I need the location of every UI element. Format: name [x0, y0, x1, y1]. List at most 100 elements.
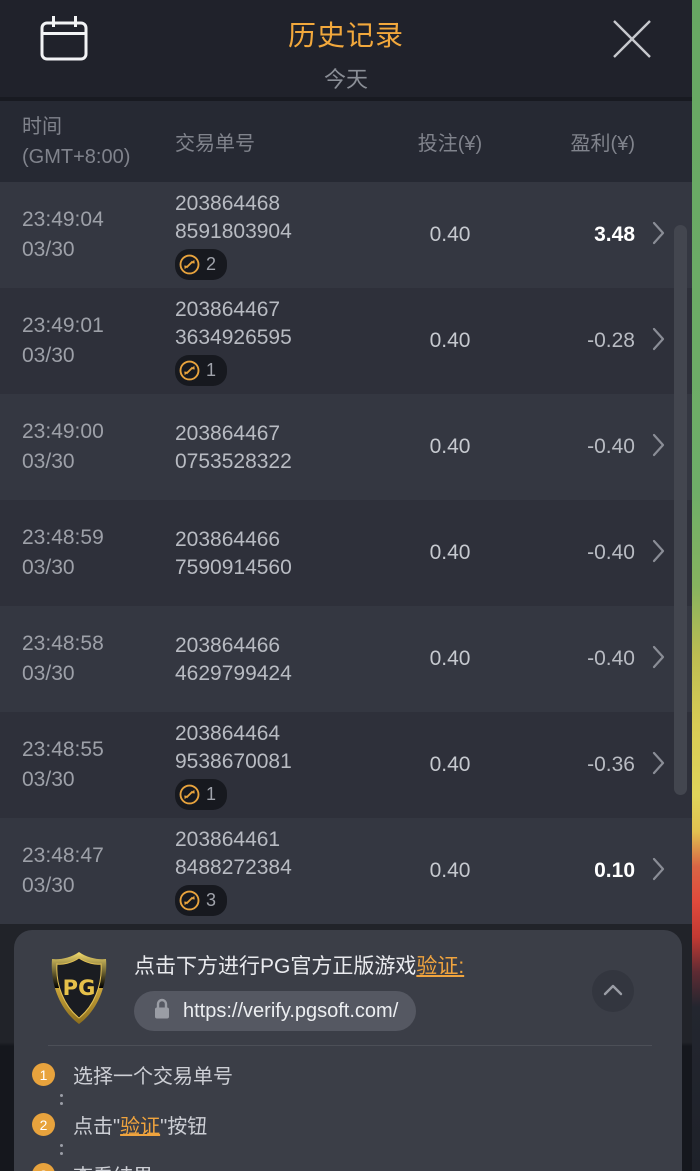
- table-header: 时间 (GMT+8:00) 交易单号 投注(¥) 盈利(¥): [0, 101, 692, 182]
- row-detail-chevron[interactable]: [635, 220, 683, 251]
- row-profit: -0.40: [587, 541, 635, 564]
- row-transaction: 203864466 7590914560: [175, 527, 292, 579]
- table-row[interactable]: 23:48:58 03/30 203864466 4629799424 0.40…: [0, 606, 692, 712]
- row-detail-chevron[interactable]: [635, 750, 683, 781]
- row-bet: 0.40: [429, 859, 471, 882]
- row-time: 23:48:55 03/30: [22, 738, 104, 791]
- free-spins-icon: [178, 253, 201, 276]
- row-bet: 0.40: [429, 223, 471, 246]
- row-profit: -0.40: [587, 647, 635, 670]
- scrollbar-thumb[interactable]: [674, 225, 687, 795]
- chevron-right-icon: [652, 856, 666, 887]
- verify-url-pill[interactable]: https://verify.pgsoft.com/: [134, 991, 417, 1031]
- header-divider: [0, 97, 692, 101]
- column-header-bet: 投注(¥): [417, 133, 483, 155]
- verify-panel: PG 点击下方进行PG官方正版游戏验证: https://verify.pgso…: [14, 930, 682, 1171]
- row-transaction: 203864467 0753528322: [175, 421, 292, 473]
- row-detail-chevron[interactable]: [635, 644, 683, 675]
- chevron-right-icon: [652, 644, 666, 675]
- date-filter-label: 今天: [323, 67, 368, 92]
- verify-panel-top: PG 点击下方进行PG官方正版游戏验证: https://verify.pgso…: [14, 930, 682, 1045]
- step-text: 点击"验证"按钮: [73, 1116, 208, 1138]
- free-spins-count: 2: [206, 254, 217, 274]
- chevron-up-icon: [603, 983, 623, 999]
- table-row[interactable]: 23:48:59 03/30 203864466 7590914560 0.40…: [0, 500, 692, 606]
- free-spins-count: 1: [206, 784, 217, 804]
- close-icon: [608, 15, 656, 66]
- row-detail-chevron[interactable]: [635, 432, 683, 463]
- pg-shield-logo: PG: [46, 950, 112, 1031]
- chevron-right-icon: [652, 220, 666, 251]
- row-profit: 3.48: [594, 223, 635, 246]
- step-number-badge: 3: [32, 1163, 55, 1171]
- panel-divider: [48, 1045, 652, 1046]
- free-spins-badge: 1: [175, 355, 228, 386]
- free-spins-badge: 1: [175, 779, 228, 810]
- row-bet: 0.40: [429, 647, 471, 670]
- row-bet: 0.40: [429, 435, 471, 458]
- calendar-icon: [37, 12, 91, 69]
- free-spins-badge: 2: [175, 249, 228, 280]
- row-detail-chevron[interactable]: [635, 326, 683, 357]
- column-header-time: 时间 (GMT+8:00): [22, 115, 131, 168]
- history-rows: 23:49:04 03/30 203864468 8591803904 2 0.…: [0, 182, 692, 924]
- verify-instruction-block: 点击下方进行PG官方正版游戏验证: https://verify.pgsoft.…: [134, 950, 464, 1031]
- row-bet: 0.40: [429, 753, 471, 776]
- title-stack: 历史记录 今天: [0, 14, 692, 94]
- row-profit: -0.36: [587, 753, 635, 776]
- chevron-right-icon: [652, 432, 666, 463]
- row-transaction: 203864466 4629799424: [175, 633, 292, 685]
- verify-step: 3 查看结果: [32, 1160, 682, 1171]
- table-row[interactable]: 23:48:47 03/30 203864461 8488272384 3 0.…: [0, 818, 692, 924]
- calendar-button[interactable]: [36, 12, 92, 68]
- svg-text:PG: PG: [63, 976, 96, 1000]
- row-detail-chevron[interactable]: [635, 856, 683, 887]
- free-spins-icon: [178, 889, 201, 912]
- table-row[interactable]: 23:49:00 03/30 203864467 0753528322 0.40…: [0, 394, 692, 500]
- lock-icon: [152, 997, 172, 1026]
- free-spins-count: 1: [206, 360, 217, 380]
- row-profit: -0.40: [587, 435, 635, 458]
- row-time: 23:49:01 03/30: [22, 314, 104, 367]
- row-bet: 0.40: [429, 329, 471, 352]
- verify-step: 2 点击"验证"按钮: [32, 1110, 682, 1139]
- row-time: 23:48:47 03/30: [22, 844, 104, 897]
- close-button[interactable]: [606, 14, 658, 66]
- row-bet: 0.40: [429, 541, 471, 564]
- column-header-profit: 盈利(¥): [570, 133, 635, 155]
- row-transaction: 203864461 8488272384 3: [175, 826, 375, 916]
- table-row[interactable]: 23:49:04 03/30 203864468 8591803904 2 0.…: [0, 182, 692, 288]
- verify-url: https://verify.pgsoft.com/: [183, 999, 399, 1022]
- step-connector-dots: [32, 1094, 682, 1105]
- step-connector-dots: [32, 1144, 682, 1155]
- row-time: 23:49:00 03/30: [22, 420, 104, 473]
- row-profit: -0.28: [587, 329, 635, 352]
- verify-step: 1 选择一个交易单号: [32, 1060, 682, 1089]
- free-spins-icon: [178, 783, 201, 806]
- table-row[interactable]: 23:49:01 03/30 203864467 3634926595 1 0.…: [0, 288, 692, 394]
- step-text: 选择一个交易单号: [73, 1066, 233, 1088]
- verify-steps: 1 选择一个交易单号 2 点击"验证"按钮 3 查看结果: [14, 1046, 682, 1171]
- column-header-transaction: 交易单号: [175, 133, 255, 155]
- step-text: 查看结果: [73, 1160, 153, 1171]
- row-transaction: 203864464 9538670081 1: [175, 720, 375, 810]
- row-detail-chevron[interactable]: [635, 538, 683, 569]
- verify-instruction: 点击下方进行PG官方正版游戏验证:: [134, 955, 465, 978]
- step-number-badge: 2: [32, 1113, 55, 1136]
- modal-header: 历史记录 今天: [0, 0, 692, 97]
- row-time: 23:48:59 03/30: [22, 526, 104, 579]
- verify-link[interactable]: 验证:: [416, 955, 465, 978]
- row-time: 23:48:58 03/30: [22, 632, 104, 685]
- page-title: 历史记录: [287, 20, 404, 51]
- row-transaction: 203864467 3634926595 1: [175, 296, 375, 386]
- chevron-right-icon: [652, 750, 666, 781]
- collapse-panel-button[interactable]: [592, 969, 634, 1012]
- table-row[interactable]: 23:48:55 03/30 203864464 9538670081 1 0.…: [0, 712, 692, 818]
- row-transaction: 203864468 8591803904 2: [175, 190, 375, 280]
- chevron-right-icon: [652, 538, 666, 569]
- free-spins-count: 3: [206, 890, 217, 910]
- row-profit: 0.10: [594, 859, 635, 882]
- game-background-strip: [692, 0, 700, 1171]
